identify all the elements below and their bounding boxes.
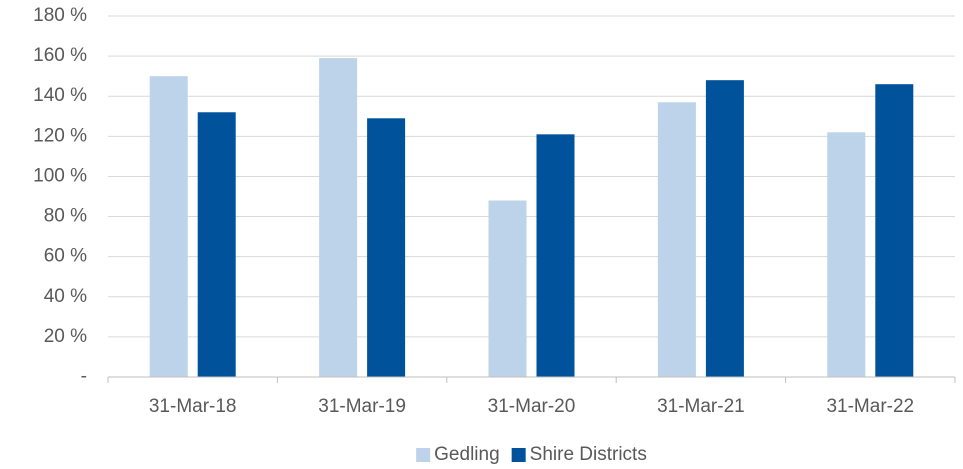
y-tick-label: 160 % bbox=[33, 45, 87, 66]
y-tick-label: 20 % bbox=[44, 326, 87, 347]
bar bbox=[827, 132, 866, 377]
bar bbox=[319, 58, 358, 377]
x-tick-label: 31-Mar-18 bbox=[149, 396, 237, 417]
legend-label: Shire Districts bbox=[530, 444, 647, 465]
bar bbox=[488, 200, 527, 377]
bar bbox=[367, 118, 406, 378]
x-tick-label: 31-Mar-20 bbox=[488, 396, 576, 417]
bar bbox=[657, 102, 696, 377]
bar bbox=[149, 76, 188, 378]
x-tick-label: 31-Mar-19 bbox=[318, 396, 406, 417]
y-tick-label: 140 % bbox=[33, 85, 87, 106]
x-tick-label: 31-Mar-22 bbox=[826, 396, 914, 417]
y-tick-label: - bbox=[81, 366, 87, 387]
y-tick-label: 180 % bbox=[33, 5, 87, 26]
y-tick-label: 100 % bbox=[33, 165, 87, 186]
x-tick-label: 31-Mar-21 bbox=[657, 396, 745, 417]
y-tick-label: 60 % bbox=[44, 246, 87, 267]
y-tick-label: 120 % bbox=[33, 125, 87, 146]
legend-label: Gedling bbox=[434, 444, 500, 465]
y-tick-label: 80 % bbox=[44, 206, 87, 227]
bar bbox=[536, 134, 575, 377]
bar bbox=[705, 80, 744, 377]
legend-swatch bbox=[511, 448, 526, 462]
y-tick-label: 40 % bbox=[44, 286, 87, 307]
bar bbox=[875, 84, 914, 377]
bar bbox=[197, 112, 236, 378]
legend-swatch bbox=[416, 448, 431, 462]
